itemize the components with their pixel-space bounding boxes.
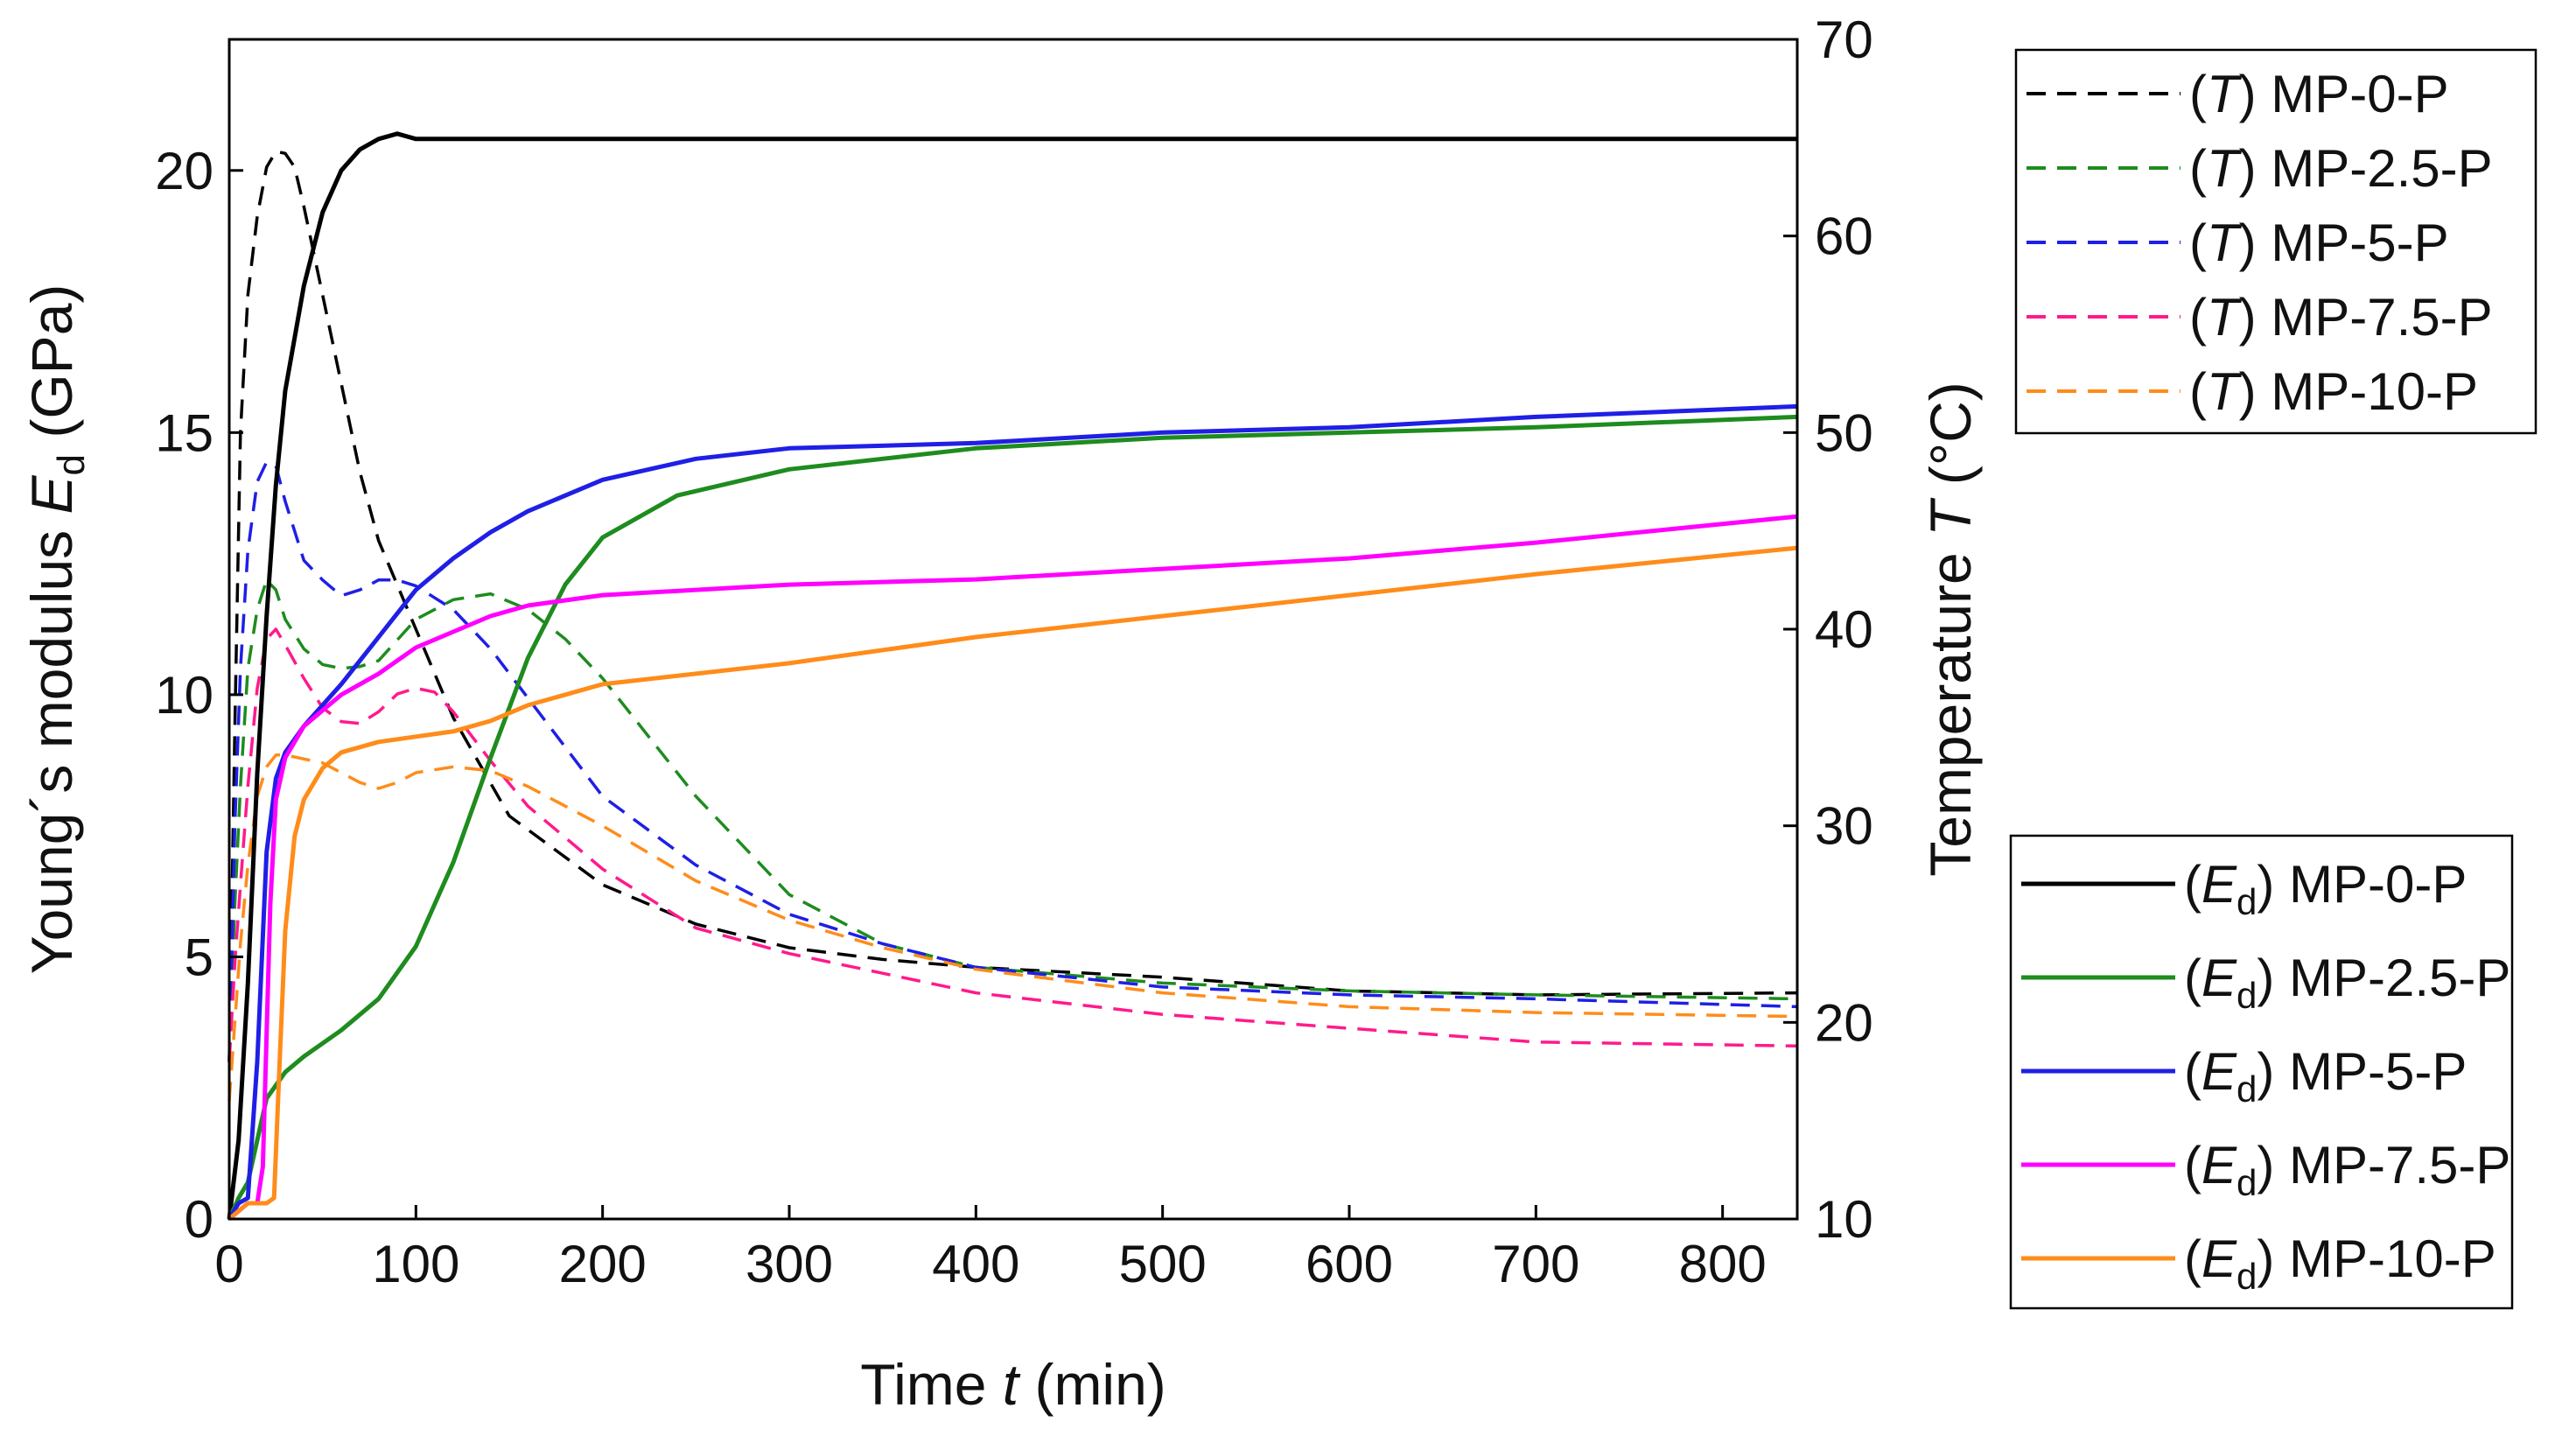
x-tick-label: 500 <box>1119 1235 1207 1293</box>
y-left-tick-label: 15 <box>155 403 214 462</box>
y-right-tick-label: 40 <box>1815 600 1873 659</box>
temperature-line-mp-5-p <box>228 460 1798 1062</box>
modulus-line-mp-2_5-p <box>227 414 1798 1221</box>
y-right-tick-label: 60 <box>1815 207 1873 266</box>
ticks-layer: 0 100 200 300 400 500 600 700 800 0 5 10 15 20 10 20 30 4… <box>155 11 1873 1293</box>
legend-label: (T) MP-10-P <box>2189 362 2478 421</box>
y-right-tick-label: 10 <box>1815 1190 1873 1249</box>
x-tick-label: 100 <box>372 1235 459 1293</box>
x-tick-label: 200 <box>559 1235 647 1293</box>
modulus-line-mp-7_5-p <box>228 514 1798 1221</box>
legend-label: (T) MP-2.5-P <box>2189 139 2493 198</box>
axis-labels: Time t (min) Young´s modulus Ed (GPa) Te… <box>19 284 1983 1417</box>
x-tick-label: 600 <box>1306 1235 1393 1293</box>
legend-label: (Ed) MP-2.5-P <box>2184 949 2510 1016</box>
modulus-line-mp-5-p <box>227 403 1798 1221</box>
x-tick-label: 700 <box>1492 1235 1579 1293</box>
modulus-line-mp-0-p <box>227 131 1797 1220</box>
legend-label: (T) MP-5-P <box>2189 214 2449 272</box>
x-tick-label: 800 <box>1679 1235 1767 1293</box>
y-right-tick-label: 30 <box>1815 797 1873 856</box>
x-axis-label: Time t (min) <box>860 1352 1166 1417</box>
modulus-line-mp-10-p <box>228 545 1798 1221</box>
legend-label: (T) MP-0-P <box>2189 65 2449 123</box>
legend-modulus: (Ed) MP-0-P (Ed) MP-2.5-P (Ed) MP-5-P (Ed) … <box>2009 834 2514 1310</box>
temperature-line-mp-10-p <box>228 753 1798 1102</box>
y-left-tick-label: 10 <box>155 666 214 725</box>
y-axis-label-right: Temperature T (°C) <box>1918 382 1983 877</box>
legend-label: (Ed) MP-5-P <box>2184 1042 2467 1110</box>
y-right-tick-label: 70 <box>1815 11 1873 69</box>
y-left-tick-label: 5 <box>185 928 214 986</box>
x-tick-label: 0 <box>214 1235 243 1293</box>
series-layer <box>227 131 1798 1221</box>
legend-label: (T) MP-7.5-P <box>2189 288 2493 347</box>
x-tick-label: 400 <box>932 1235 1019 1293</box>
legend-label: (Ed) MP-0-P <box>2184 855 2467 922</box>
legend-label: (Ed) MP-10-P <box>2184 1229 2496 1297</box>
y-axis-label-left: Young´s modulus Ed (GPa) <box>19 284 93 975</box>
legend-label: (Ed) MP-7.5-P <box>2184 1136 2510 1203</box>
y-left-tick-label: 20 <box>155 142 214 200</box>
legend-temperature: (T) MP-0-P (T) MP-2.5-P (T) MP-5-P (T) MP-7… <box>2014 48 2538 435</box>
y-left-tick-label: 0 <box>185 1190 214 1249</box>
y-right-tick-label: 20 <box>1815 993 1873 1052</box>
y-right-tick-label: 50 <box>1815 403 1873 462</box>
x-tick-label: 300 <box>746 1235 833 1293</box>
